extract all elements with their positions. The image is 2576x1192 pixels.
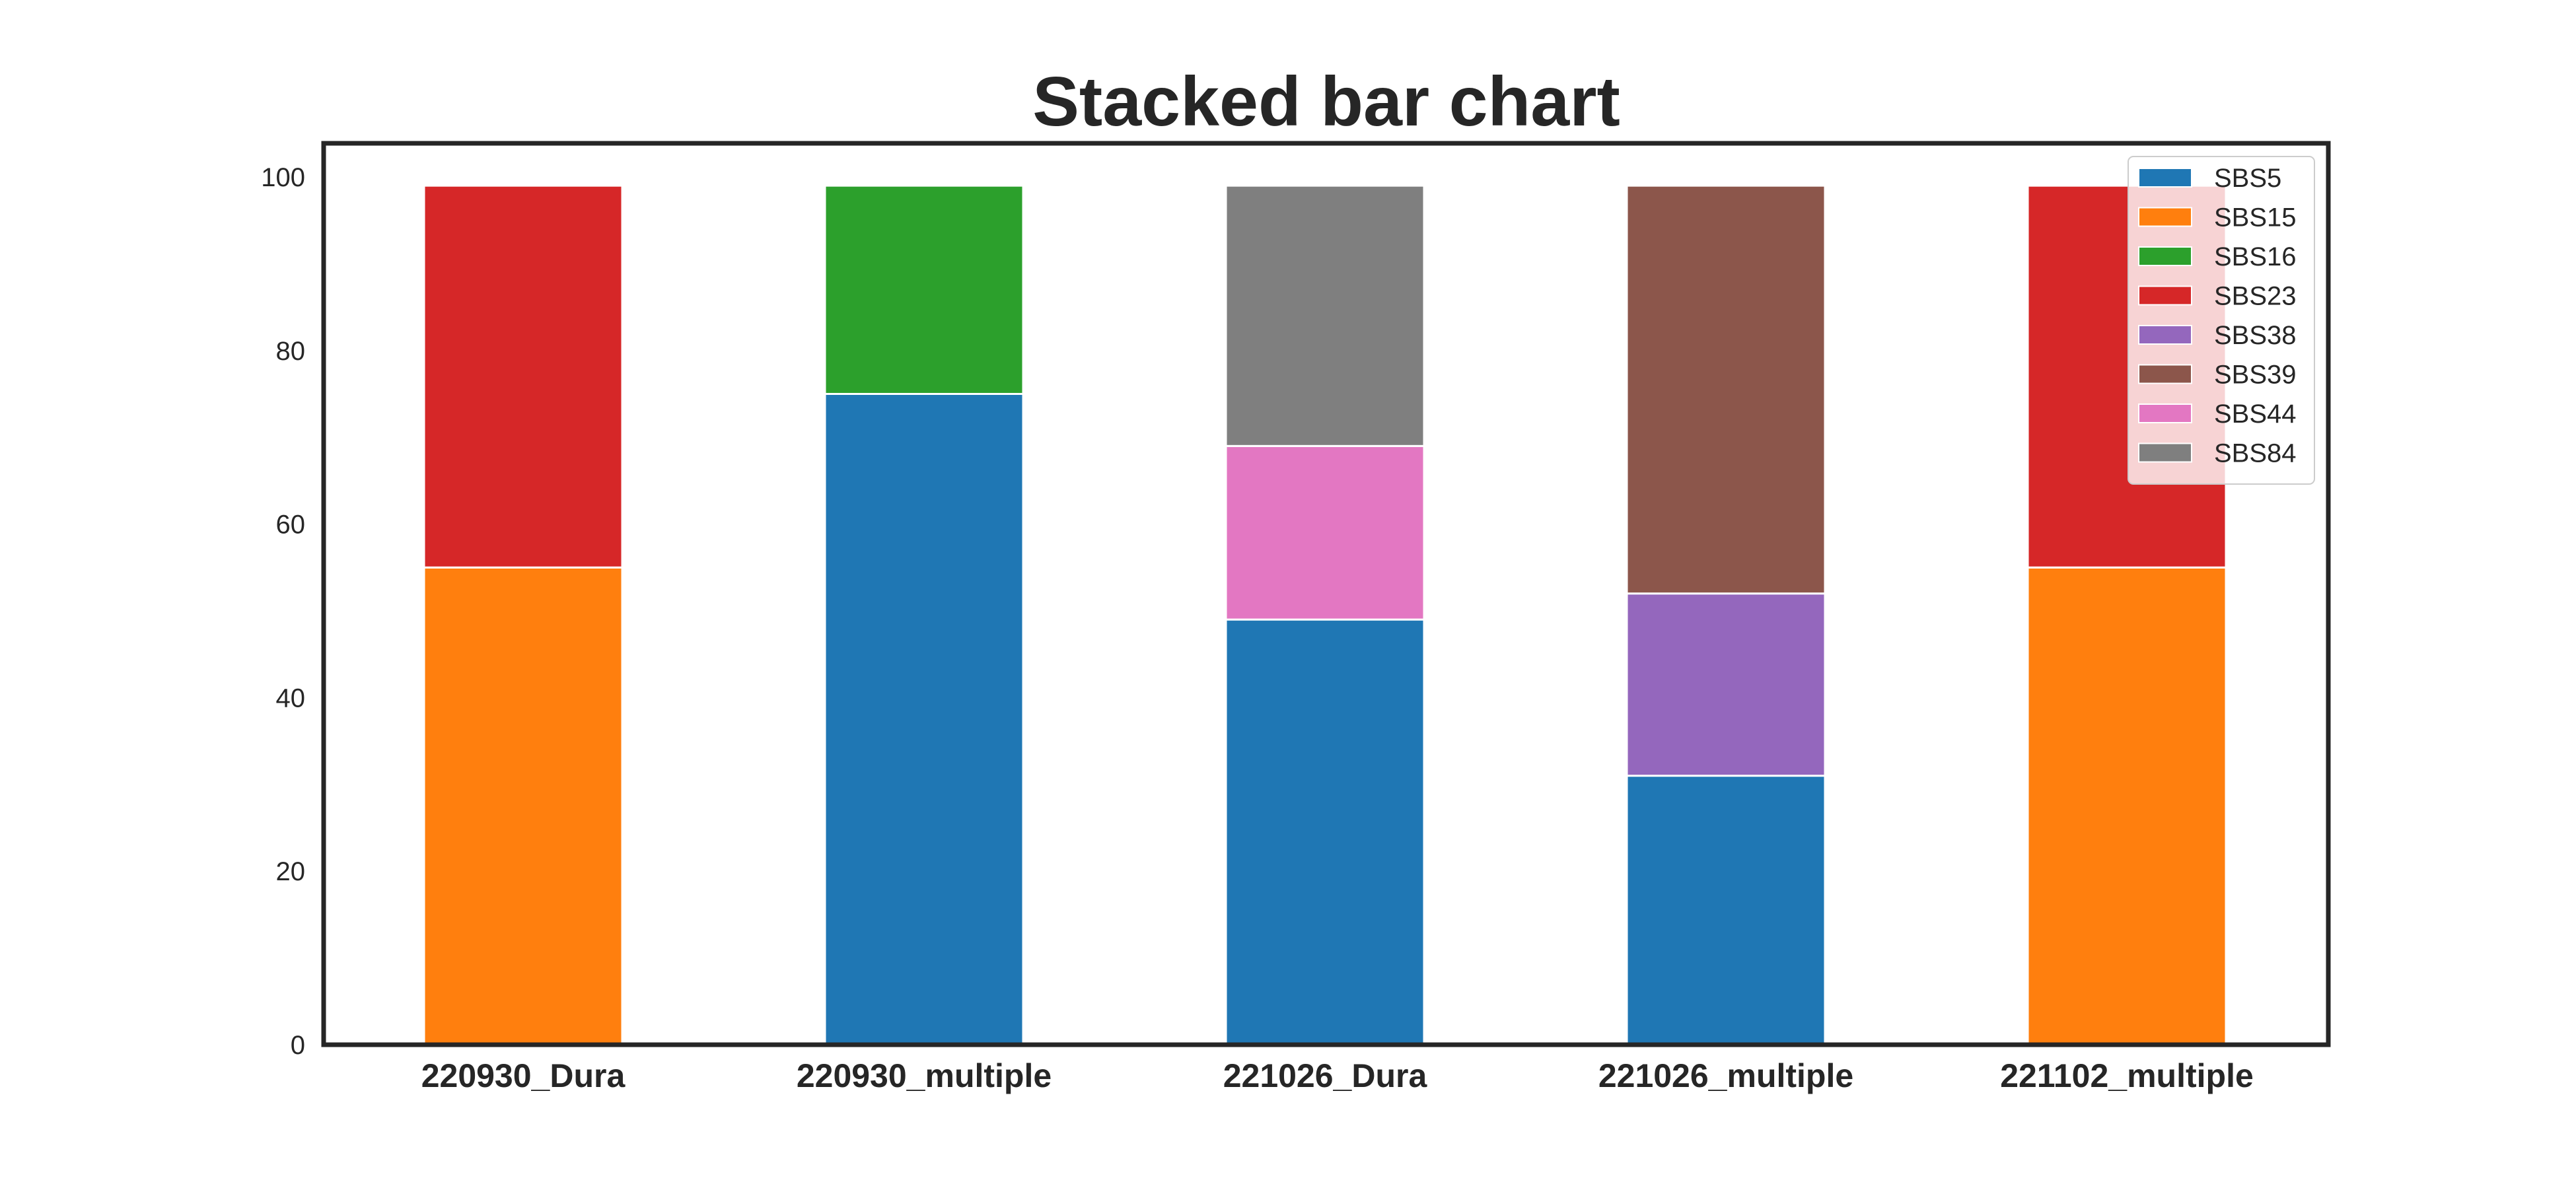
y-axis-ticks: 0 20 40 60 80 100	[261, 163, 305, 1060]
legend-swatch-sbs16	[2138, 246, 2192, 266]
y-tick-label: 60	[276, 510, 306, 540]
x-tick-label: 221102_multiple	[2000, 1057, 2254, 1094]
x-tick-label: 220930_Dura	[421, 1057, 626, 1094]
bar-segment-sbs5-4	[1626, 775, 1826, 1046]
legend-label-sbs38: SBS38	[2214, 321, 2297, 350]
bar-segment-sbs5-3	[1225, 618, 1425, 1046]
bar-segment-sbs16-2	[824, 184, 1024, 395]
legend-swatch-sbs44	[2138, 403, 2192, 423]
legend-swatch-sbs38	[2138, 325, 2192, 345]
y-tick-label: 80	[276, 337, 306, 366]
legend-swatch-sbs23	[2138, 285, 2192, 306]
y-tick-label: 0	[291, 1031, 305, 1060]
legend-label-sbs84: SBS84	[2214, 439, 2297, 468]
y-tick-label: 100	[261, 163, 305, 192]
x-tick-label: 221026_multiple	[1598, 1057, 1853, 1094]
plot-area-frame	[321, 141, 2331, 1047]
legend-label-sbs16: SBS16	[2214, 242, 2297, 271]
bar-segment-sbs38-4	[1626, 592, 1826, 777]
bars-layer	[423, 184, 2227, 1046]
legend-label-sbs15: SBS15	[2214, 203, 2297, 232]
legend-frame	[2128, 156, 2315, 485]
bar-segment-sbs84-3	[1225, 184, 1425, 447]
x-tick-label: 221026_Dura	[1223, 1057, 1428, 1094]
chart-title: Stacked bar chart	[1032, 63, 1620, 141]
y-tick-label: 20	[276, 857, 306, 886]
bar-segment-sbs5-2	[824, 393, 1024, 1046]
y-tick-label: 40	[276, 684, 306, 713]
bar-segment-sbs23-1	[423, 184, 624, 569]
legend-label-sbs5: SBS5	[2214, 164, 2281, 193]
bar-segment-sbs15-1	[423, 566, 624, 1046]
bar-segment-sbs39-4	[1626, 184, 1826, 595]
bar-segment-sbs15-5	[2026, 566, 2227, 1046]
legend-swatch-sbs39	[2138, 364, 2192, 384]
legend-label-sbs23: SBS23	[2214, 282, 2297, 311]
legend-label-sbs39: SBS39	[2214, 361, 2297, 390]
legend: SBS5 SBS15 SBS16 SBS23 SBS38 SBS39 SBS44 SBS84	[2128, 156, 2315, 485]
legend-label-sbs44: SBS44	[2214, 400, 2297, 429]
legend-swatch-sbs5	[2138, 168, 2192, 188]
legend-swatch-sbs15	[2138, 207, 2192, 227]
x-axis-ticks: 220930_Dura 220930_multiple 221026_Dura 221…	[421, 1057, 2254, 1094]
x-tick-label: 220930_multiple	[797, 1057, 1052, 1094]
legend-swatch-sbs84	[2138, 442, 2192, 463]
bar-segment-sbs44-3	[1225, 444, 1425, 621]
